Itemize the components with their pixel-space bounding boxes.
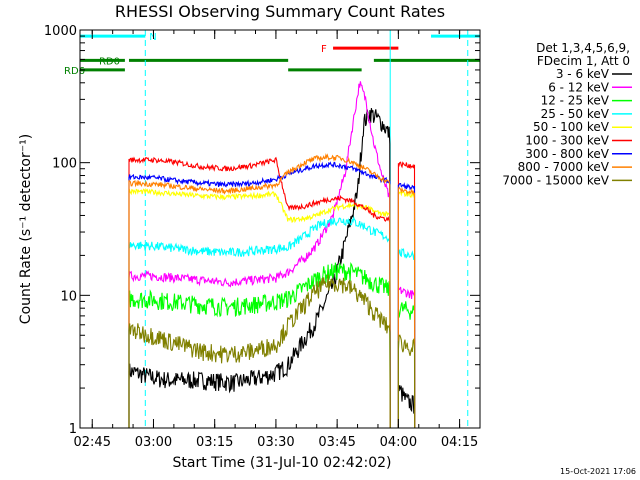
flag-label-f: F	[321, 44, 327, 55]
series-trace	[128, 215, 391, 429]
series-trace	[397, 182, 416, 429]
series-trace	[128, 187, 391, 429]
series-trace	[397, 161, 416, 429]
series-trace	[128, 161, 391, 429]
legend-label: 3 - 6 keV	[556, 67, 610, 81]
series-trace	[397, 248, 416, 429]
legend-label: 12 - 25 keV	[541, 94, 610, 108]
flag-label-rd6: RD6	[64, 66, 85, 77]
series-3to6keV	[128, 108, 416, 429]
series-6to12keV	[128, 81, 416, 429]
series-800to7000keV	[128, 153, 416, 429]
generation-timestamp: 15-Oct-2021 17:06	[560, 467, 636, 476]
series-12to25keV	[128, 262, 416, 429]
legend-label: 50 - 100 keV	[533, 120, 610, 134]
y-axis-label: Count Rate (s⁻¹ detector⁻¹)	[18, 134, 34, 324]
legend-label: 25 - 50 keV	[541, 107, 610, 121]
legend-detectors: Det 1,3,4,5,6,9,	[536, 41, 630, 55]
series-trace	[397, 286, 416, 429]
y-tick-label: 10	[60, 289, 77, 304]
y-tick-label: 1000	[44, 24, 77, 39]
x-tick-label: 03:45	[318, 435, 355, 450]
series-trace	[128, 81, 391, 429]
series-25to50keV	[128, 215, 416, 429]
x-tick-label: 04:15	[441, 435, 478, 450]
legend: Det 1,3,4,5,6,9, FDecim 1, Att 0 3 - 6 k…	[502, 41, 632, 187]
x-tick-label: 04:00	[380, 435, 417, 450]
x-axis: 02:45 03:00 03:15 03:30 03:45 04:00 04:15	[74, 30, 481, 450]
series-trace	[128, 108, 391, 429]
series-trace	[397, 334, 416, 429]
x-axis-label: Start Time (31-Jul-10 02:42:02)	[172, 455, 391, 471]
series-trace	[397, 186, 416, 429]
legend-decimation: FDecim 1, Att 0	[537, 54, 630, 68]
y-tick-label: 100	[52, 157, 77, 172]
legend-label: 300 - 800 keV	[525, 147, 609, 161]
legend-label: 100 - 300 keV	[525, 134, 609, 148]
x-tick-label: 03:30	[257, 435, 294, 450]
legend-label: 7000 - 15000 keV	[502, 173, 609, 187]
series-7000to15000keV	[128, 274, 416, 429]
series-trace	[128, 153, 391, 429]
y-tick-label: 1	[69, 422, 77, 437]
series-trace	[128, 156, 391, 429]
plot-frame	[79, 29, 481, 429]
x-tick-label: 03:15	[196, 435, 233, 450]
legend-label: 6 - 12 keV	[548, 80, 610, 94]
x-tick-label: 03:00	[135, 435, 172, 450]
series-trace	[128, 274, 391, 429]
legend-label: 800 - 7000 keV	[518, 160, 610, 174]
series-trace	[397, 301, 416, 429]
series-100to300keV	[128, 156, 416, 429]
chart-title: RHESSI Observing Summary Count Rates	[115, 2, 445, 21]
series-trace	[397, 384, 416, 429]
series-layer	[128, 81, 416, 429]
series-trace	[128, 262, 391, 429]
series-300to800keV	[128, 161, 416, 429]
x-tick-label: 02:45	[74, 435, 111, 450]
flag-label-rd0: RD0	[99, 56, 120, 67]
y-axis: 1 10 100 1000	[44, 24, 480, 437]
